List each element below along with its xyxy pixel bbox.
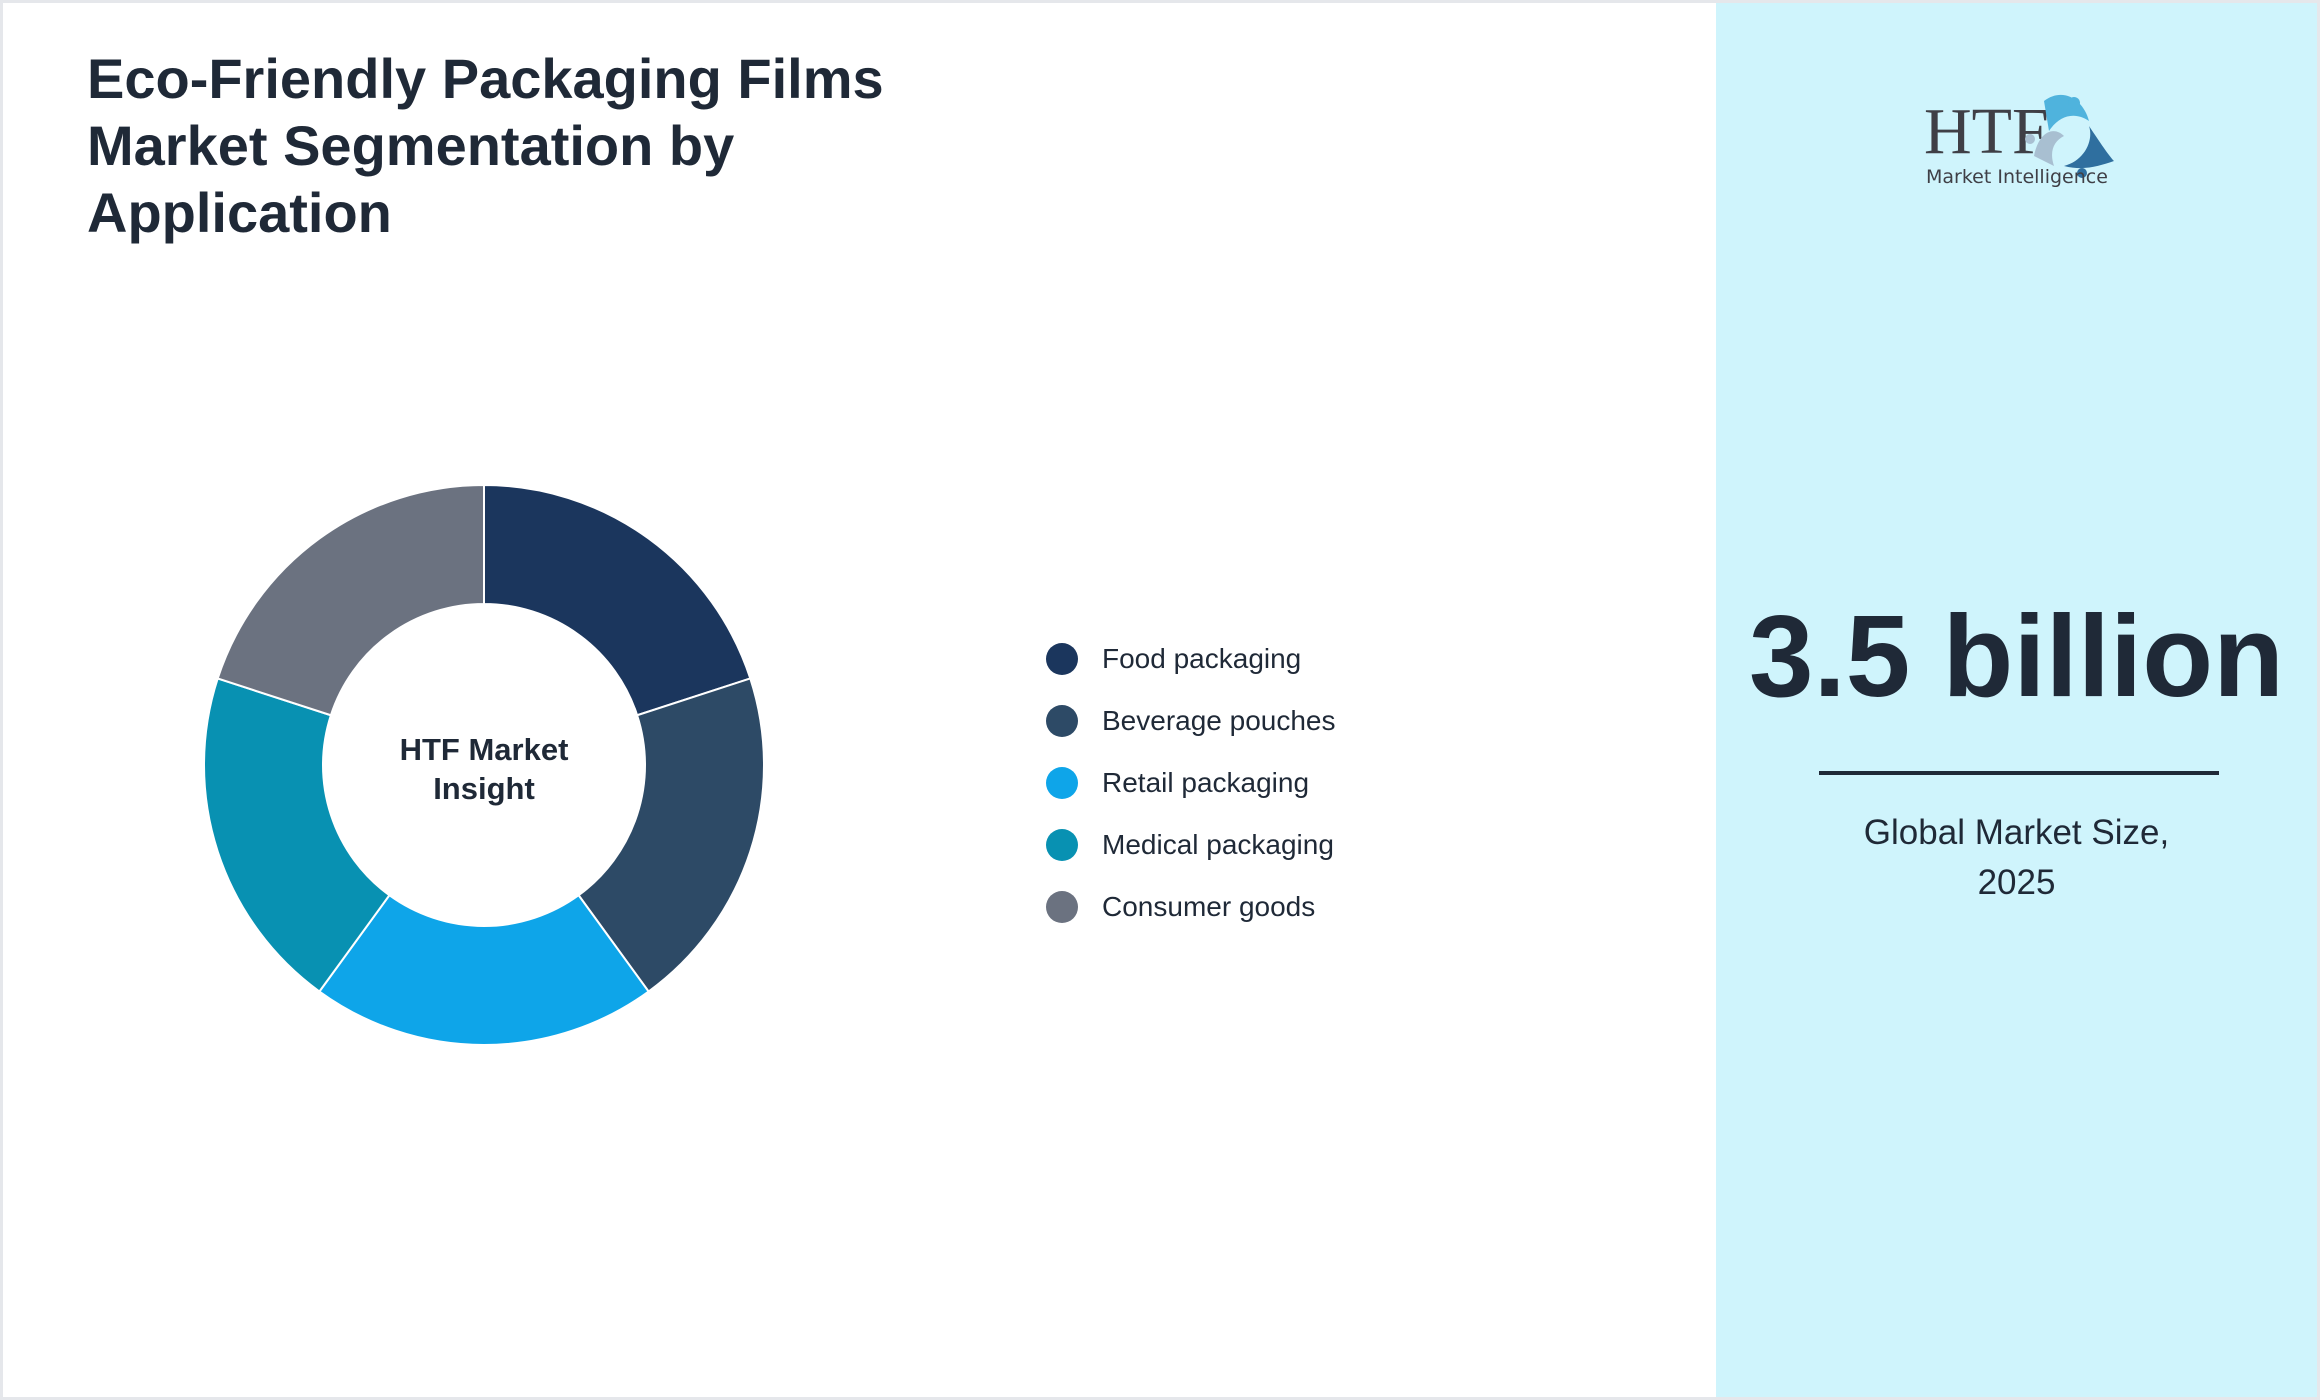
legend-swatch — [1046, 829, 1078, 861]
legend-item: Consumer goods — [1046, 876, 1336, 938]
legend-item: Medical packaging — [1046, 814, 1336, 876]
legend-item: Retail packaging — [1046, 752, 1336, 814]
market-size-value: 3.5 billion — [1749, 591, 2284, 721]
divider — [1819, 771, 2219, 775]
legend-label: Food packaging — [1102, 643, 1302, 674]
legend-swatch — [1046, 705, 1078, 737]
caption-line1: Global Market Size, — [1863, 813, 2170, 852]
center-label-line2: Insight — [433, 771, 535, 806]
legend-label: Retail packaging — [1102, 767, 1310, 798]
donut-chart: HTF Market Insight — [203, 483, 765, 1047]
caption-line2: 2025 — [1977, 863, 2056, 902]
logo-text: Market Intelligence — [1926, 166, 2108, 188]
legend-item: Beverage pouches — [1046, 690, 1336, 752]
donut-slice-consumer-goods — [216, 483, 485, 717]
legend-label: Medical packaging — [1102, 829, 1334, 860]
legend: Food packaging Beverage pouches Retail pac… — [1046, 628, 1336, 938]
donut-slice-beverage-pouches — [577, 677, 765, 993]
legend-swatch — [1046, 767, 1078, 799]
page: Eco-Friendly Packaging Films Market Segm… — [3, 3, 2317, 1397]
donut-slice-medical-packaging — [203, 677, 391, 993]
legend-label: Consumer goods — [1102, 891, 1316, 922]
center-label-line1: HTF Market — [400, 732, 569, 767]
donut-slice-food-packaging — [483, 483, 752, 717]
htf-logo: HTF Market Intelligence — [1924, 94, 2114, 188]
legend-item: Food packaging — [1046, 628, 1336, 690]
legend-label: Beverage pouches — [1102, 705, 1336, 736]
legend-swatch — [1046, 891, 1078, 923]
svg-text:HTF: HTF — [1924, 95, 2049, 168]
donut-slice-retail-packaging — [318, 893, 650, 1047]
page-title: Eco-Friendly Packaging Films Market Segm… — [87, 47, 884, 244]
market-size-caption: Global Market Size, 2025 — [1716, 808, 2317, 908]
legend-swatch — [1046, 643, 1078, 675]
market-size-panel: HTF Market Intelligence 3.5 billion Glob… — [1716, 3, 2317, 1397]
